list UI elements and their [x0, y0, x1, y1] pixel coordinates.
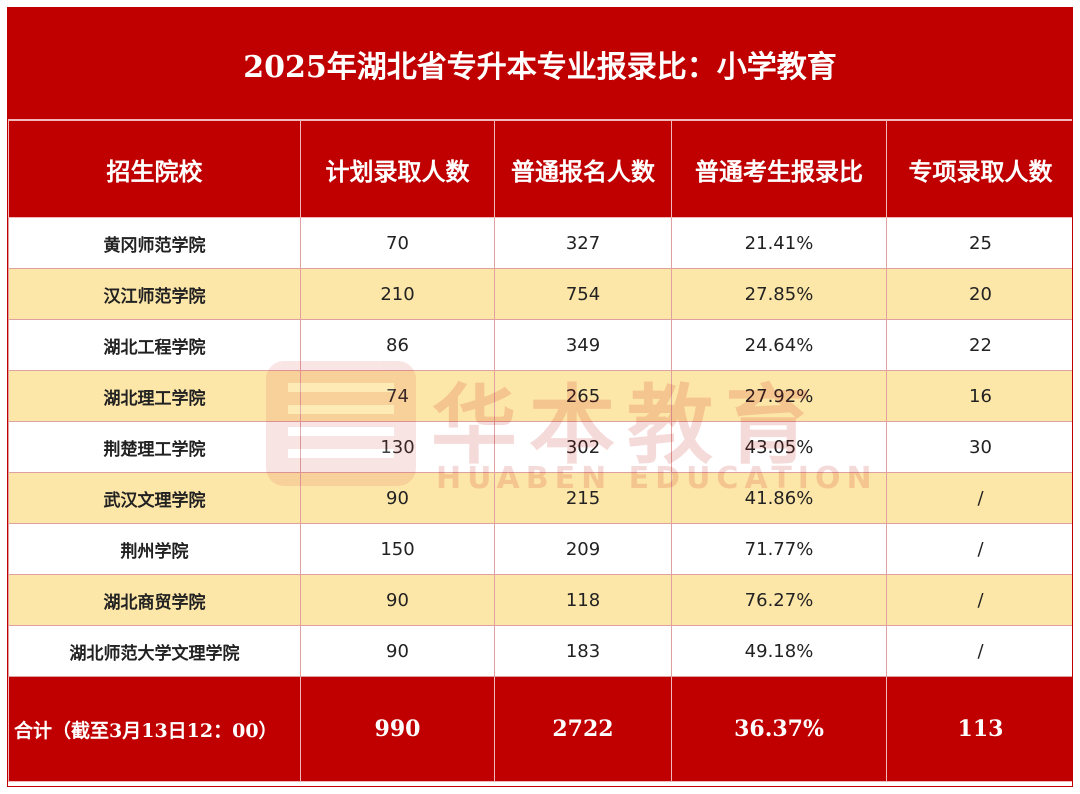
school-cell: 湖北理工学院 — [8, 370, 301, 422]
header-row: 招生院校 计划录取人数 普通报名人数 普通考生报录比 专项录取人数 — [8, 120, 1072, 218]
school-cell: 荆州学院 — [8, 523, 301, 575]
school-cell: 湖北商贸学院 — [8, 574, 301, 626]
total-special: 113 — [886, 676, 1072, 782]
special-cell: / — [886, 472, 1072, 524]
table-row: 武汉文理学院 90 215 41.86% / — [8, 472, 1072, 524]
table-row: 湖北工程学院 86 349 24.64% 22 — [8, 319, 1072, 371]
applicants-cell: 215 — [494, 472, 672, 524]
special-cell: 20 — [886, 268, 1072, 320]
ratio-cell: 21.41% — [671, 217, 887, 269]
special-cell: 16 — [886, 370, 1072, 422]
applicants-cell: 327 — [494, 217, 672, 269]
total-row: 合计（截至3月13日12：00） 990 2722 36.37% 113 — [8, 676, 1072, 782]
plan-cell: 150 — [300, 523, 495, 575]
column-header-applicants: 普通报名人数 — [494, 120, 672, 218]
table-row: 湖北师范大学文理学院 90 183 49.18% / — [8, 625, 1072, 677]
plan-cell: 90 — [300, 574, 495, 626]
total-applicants: 2722 — [494, 676, 672, 782]
column-header-ratio: 普通考生报录比 — [671, 120, 887, 218]
school-cell: 湖北工程学院 — [8, 319, 301, 371]
admission-table: 招生院校 计划录取人数 普通报名人数 普通考生报录比 专项录取人数 黄冈师范学院… — [8, 120, 1072, 782]
special-cell: / — [886, 574, 1072, 626]
table-row: 荆州学院 150 209 71.77% / — [8, 523, 1072, 575]
total-plan: 990 — [300, 676, 495, 782]
plan-cell: 210 — [300, 268, 495, 320]
total-ratio: 36.37% — [671, 676, 887, 782]
column-header-school: 招生院校 — [8, 120, 301, 218]
table-frame: 2025年湖北省专升本专业报录比：小学教育 招生院校 计划录取人数 普通报名人数… — [7, 7, 1073, 787]
column-header-plan: 计划录取人数 — [300, 120, 495, 218]
table-row: 湖北理工学院 74 265 27.92% 16 — [8, 370, 1072, 422]
applicants-cell: 302 — [494, 421, 672, 473]
applicants-cell: 118 — [494, 574, 672, 626]
page-title: 2025年湖北省专升本专业报录比：小学教育 — [8, 8, 1072, 120]
total-label: 合计（截至3月13日12：00） — [8, 676, 301, 782]
special-cell: / — [886, 523, 1072, 575]
ratio-cell: 27.92% — [671, 370, 887, 422]
plan-cell: 70 — [300, 217, 495, 269]
applicants-cell: 265 — [494, 370, 672, 422]
plan-cell: 90 — [300, 625, 495, 677]
table-row: 湖北商贸学院 90 118 76.27% / — [8, 574, 1072, 626]
table-row: 黄冈师范学院 70 327 21.41% 25 — [8, 217, 1072, 269]
applicants-cell: 349 — [494, 319, 672, 371]
school-cell: 湖北师范大学文理学院 — [8, 625, 301, 677]
special-cell: / — [886, 625, 1072, 677]
ratio-cell: 43.05% — [671, 421, 887, 473]
special-cell: 22 — [886, 319, 1072, 371]
applicants-cell: 183 — [494, 625, 672, 677]
table-row: 汉江师范学院 210 754 27.85% 20 — [8, 268, 1072, 320]
school-cell: 荆楚理工学院 — [8, 421, 301, 473]
ratio-cell: 24.64% — [671, 319, 887, 371]
column-header-special: 专项录取人数 — [886, 120, 1072, 218]
ratio-cell: 41.86% — [671, 472, 887, 524]
applicants-cell: 754 — [494, 268, 672, 320]
ratio-cell: 71.77% — [671, 523, 887, 575]
table-row: 荆楚理工学院 130 302 43.05% 30 — [8, 421, 1072, 473]
special-cell: 30 — [886, 421, 1072, 473]
ratio-cell: 76.27% — [671, 574, 887, 626]
plan-cell: 86 — [300, 319, 495, 371]
special-cell: 25 — [886, 217, 1072, 269]
school-cell: 武汉文理学院 — [8, 472, 301, 524]
plan-cell: 74 — [300, 370, 495, 422]
plan-cell: 90 — [300, 472, 495, 524]
applicants-cell: 209 — [494, 523, 672, 575]
ratio-cell: 49.18% — [671, 625, 887, 677]
school-cell: 汉江师范学院 — [8, 268, 301, 320]
school-cell: 黄冈师范学院 — [8, 217, 301, 269]
ratio-cell: 27.85% — [671, 268, 887, 320]
plan-cell: 130 — [300, 421, 495, 473]
